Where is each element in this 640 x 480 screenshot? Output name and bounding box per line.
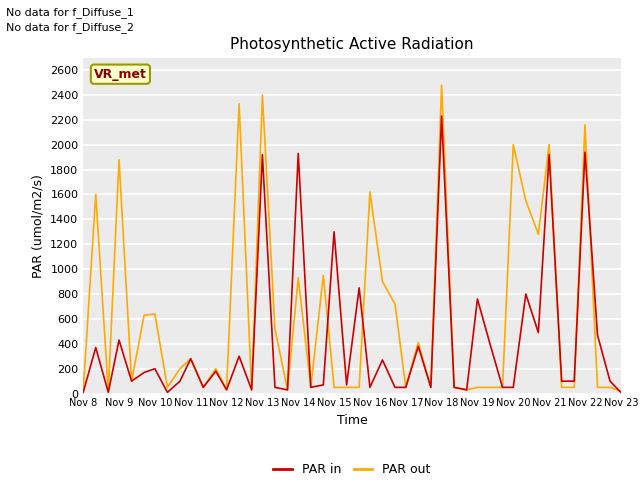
Text: No data for f_Diffuse_1: No data for f_Diffuse_1 — [6, 7, 134, 18]
Text: VR_met: VR_met — [94, 68, 147, 81]
Legend: PAR in, PAR out: PAR in, PAR out — [268, 458, 436, 480]
Title: Photosynthetic Active Radiation: Photosynthetic Active Radiation — [230, 37, 474, 52]
X-axis label: Time: Time — [337, 414, 367, 427]
Text: No data for f_Diffuse_2: No data for f_Diffuse_2 — [6, 22, 134, 33]
Y-axis label: PAR (umol/m2/s): PAR (umol/m2/s) — [31, 174, 45, 277]
